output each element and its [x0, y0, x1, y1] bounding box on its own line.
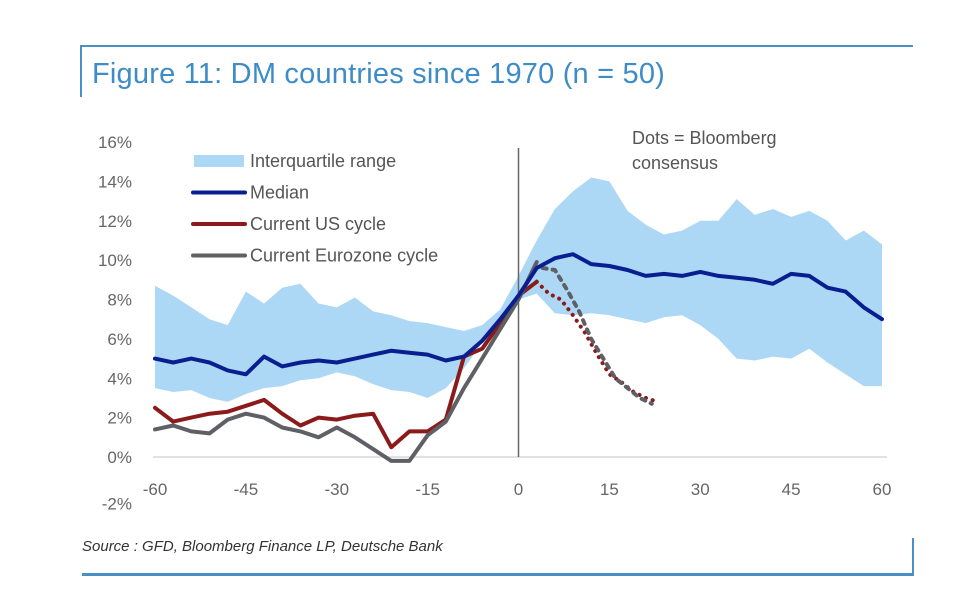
current-eurozone-cycle-bloomberg-consensus-line [540, 266, 654, 406]
x-tick-label: 15 [600, 480, 619, 499]
frame-right-border [912, 538, 914, 576]
frame-bottom-border [82, 573, 914, 576]
x-tick-label: -30 [324, 480, 349, 499]
median-line [153, 252, 884, 377]
legend-swatch-iqr [194, 155, 244, 167]
x-tick-label: -15 [415, 480, 440, 499]
legend-label-current-us-cycle: Current US cycle [250, 214, 386, 234]
y-tick-label: 16% [98, 133, 132, 152]
x-tick-label: 0 [514, 480, 523, 499]
x-tick-labels: -60 -45 -30 -15 0 15 30 45 60 [143, 480, 892, 499]
series-layer [153, 252, 884, 463]
current-us-cycle-line [153, 279, 539, 450]
x-tick-label: -60 [143, 480, 168, 499]
legend-label-current-eurozone-cycle: Current Eurozone cycle [250, 246, 438, 266]
frame-top-border [80, 45, 913, 47]
current-eurozone-cycle-line [153, 260, 539, 463]
chart-title: Figure 11: DM countries since 1970 (n = … [92, 58, 666, 90]
annotation-line-1: Dots = Bloomberg [632, 128, 777, 148]
y-tick-label: 12% [98, 212, 132, 231]
y-tick-labels: -2% 0% 2% 4% 6% 8% 10% 12% 14% 16% [98, 133, 132, 513]
y-tick-label: 10% [98, 251, 132, 270]
source-note: Source : GFD, Bloomberg Finance LP, Deut… [82, 538, 443, 555]
legend-label-median: Median [250, 183, 309, 203]
frame-left-border [80, 45, 82, 97]
x-tick-label: 60 [873, 480, 892, 499]
y-tick-label: 0% [107, 448, 132, 467]
x-tick-label: 45 [782, 480, 801, 499]
y-tick-label: 4% [107, 369, 132, 388]
y-tick-label: -2% [102, 494, 132, 513]
y-tick-label: 2% [107, 409, 132, 428]
annotation-line-2: consensus [632, 153, 718, 173]
y-tick-label: 8% [107, 291, 132, 310]
y-tick-label: 14% [98, 172, 132, 191]
x-tick-label: 30 [691, 480, 710, 499]
legend-label-interquartile-range: Interquartile range [250, 151, 396, 171]
legend: Interquartile range Median Current US cycl… [191, 151, 438, 266]
x-tick-label: -45 [234, 480, 259, 499]
y-tick-label: 6% [107, 330, 132, 349]
